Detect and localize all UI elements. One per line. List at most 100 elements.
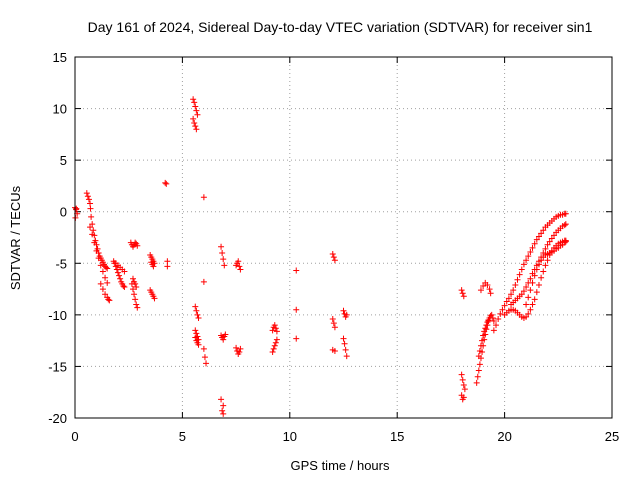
data-point [518,266,525,273]
data-point [474,373,481,380]
data-point [120,282,127,289]
data-point [194,311,201,318]
data-point [548,235,555,242]
data-point [523,284,530,291]
data-point [192,334,199,341]
data-points [72,96,569,417]
y-tick-label: -15 [48,359,67,374]
data-point [343,311,350,318]
data-point [104,265,111,272]
data-point [540,268,547,275]
data-point [103,264,110,271]
data-point [162,179,169,186]
data-point [237,345,244,352]
data-point [87,205,94,212]
data-point [329,315,336,322]
data-point [527,306,534,313]
data-point [460,394,467,401]
data-point [200,345,207,352]
data-point [91,239,98,246]
data-point [113,266,120,273]
data-point [106,297,113,304]
data-point [273,336,280,343]
y-tick-label: 15 [53,50,67,65]
data-point [293,267,300,274]
data-point [329,251,336,258]
data-point [218,396,225,403]
data-point [341,340,348,347]
data-point [102,291,109,298]
data-point [473,379,480,386]
data-point [531,240,538,247]
data-point [538,257,545,264]
data-point [533,266,540,273]
data-point [330,254,337,261]
data-point [523,313,530,320]
x-axis-label: GPS time / hours [291,458,390,473]
data-point [114,269,121,276]
data-point [525,253,532,260]
data-point [331,257,338,264]
x-tick-label: 25 [605,429,619,444]
data-point [97,280,104,287]
data-point [219,249,226,256]
data-point [483,322,490,329]
data-point [540,227,547,234]
data-point [477,342,484,349]
data-point [476,361,483,368]
data-point [269,327,276,334]
data-point [562,221,569,228]
data-point [475,367,482,374]
grid-lines [75,57,612,418]
data-point [480,332,487,339]
data-point [331,324,338,331]
data-point [192,123,199,130]
data-point [493,322,500,329]
data-point [487,290,494,297]
axis-ticks [74,56,613,419]
data-point [192,303,199,310]
data-point [164,263,171,270]
data-point [271,342,278,349]
data-point [134,242,141,249]
data-point [527,248,534,255]
data-point [480,282,487,289]
data-point [84,193,91,200]
data-point [193,330,200,337]
data-point [490,318,497,325]
data-point [163,180,170,187]
data-point [523,257,530,264]
data-point [546,238,553,245]
data-point [538,274,545,281]
data-point [203,360,210,367]
data-point [117,275,124,282]
tick-labels: 0 5 10 15 20 25 -20 -15 -10 -5 0 5 10 15 [48,50,619,444]
data-point [89,221,96,228]
data-point [514,276,521,283]
x-tick-label: 10 [283,429,297,444]
data-point [195,341,202,348]
x-tick-label: 15 [390,429,404,444]
data-point [129,275,136,282]
data-point [542,262,549,269]
y-tick-label: 0 [60,205,67,220]
data-point [520,261,527,268]
data-point [193,126,200,133]
x-tick-label: 20 [497,429,511,444]
data-point [218,243,225,250]
data-point [73,205,80,212]
data-point [458,287,465,294]
data-point [490,327,497,334]
plot-frame [74,56,613,419]
data-point [544,241,551,248]
data-point [104,279,111,286]
data-point [535,281,542,288]
data-point [459,290,466,297]
data-point [531,296,538,303]
data-point [486,286,493,293]
data-point [90,227,97,234]
data-point [150,263,157,270]
data-point [235,258,242,265]
data-point [531,272,538,279]
